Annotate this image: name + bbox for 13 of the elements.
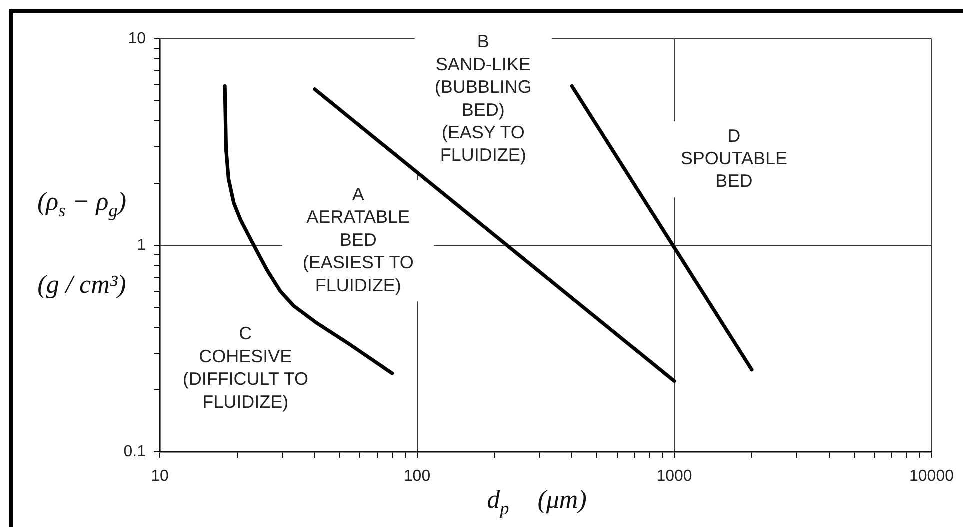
y-tick-label: 0.1	[124, 443, 146, 460]
y-tick-label: 1	[137, 236, 146, 254]
text: (ρ$_{s}$ − ρ$_{g}$) (g / cm³)	[37, 187, 126, 299]
annotation: B SAND-LIKE (BUBBLING BED) (EASY TO FLUIDIZE)	[434, 32, 532, 166]
text: d$_{p}$ (μm)	[487, 485, 587, 518]
y-tick-label: 10	[128, 30, 146, 48]
x-tick-label: 10000	[910, 468, 954, 486]
annotation: D SPOUTABLE BED	[680, 126, 788, 192]
annotation: C COHESIVE (DIFFICULT TO FLUIDIZE)	[182, 324, 309, 412]
annotation: A AERATABLE BED (EASIEST TO FLUIDIZE)	[302, 184, 414, 296]
x-tick-label: 100	[404, 468, 431, 486]
x-tick-label: 1000	[656, 468, 692, 486]
x-tick-label: 10	[151, 468, 169, 486]
